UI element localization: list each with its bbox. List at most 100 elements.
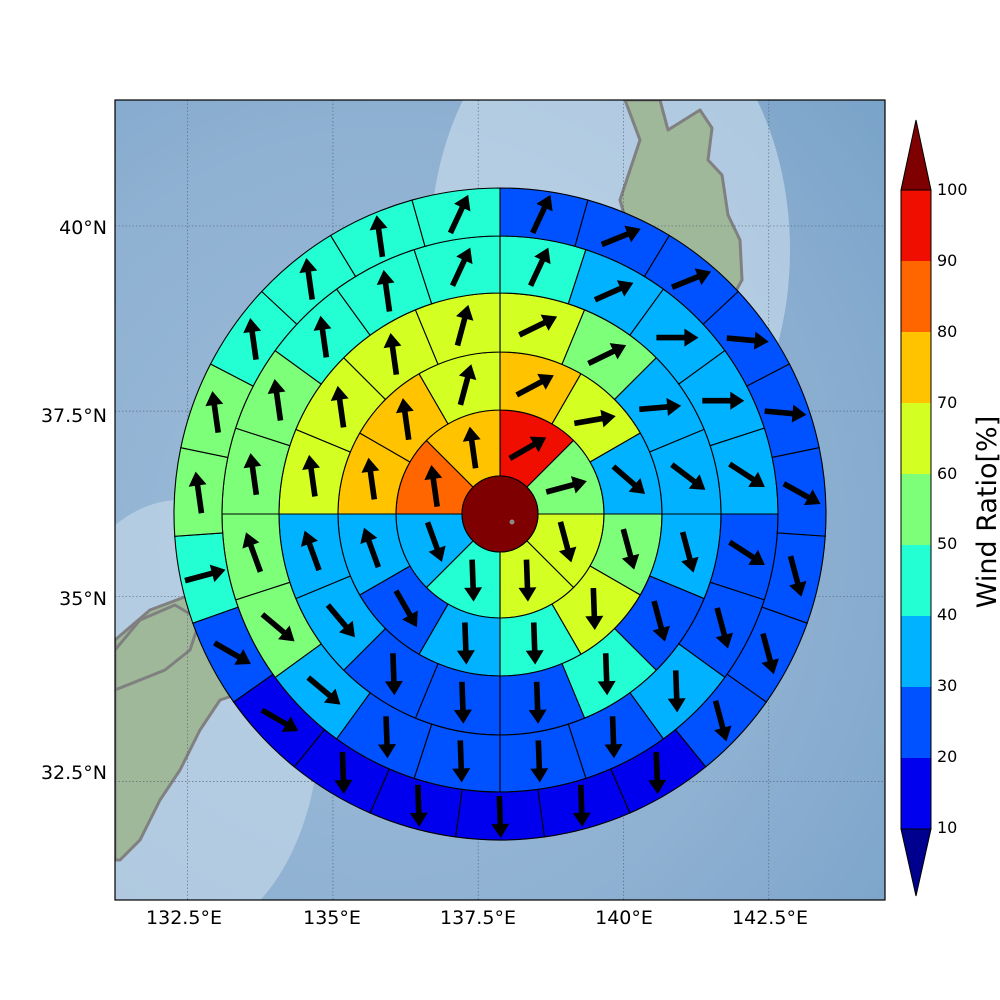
wind-arrow bbox=[447, 194, 471, 235]
colorbar bbox=[900, 119, 932, 897]
wind-arrow bbox=[325, 603, 355, 638]
wind-arrow bbox=[452, 740, 471, 783]
x-tick-label: 137.5°E bbox=[440, 907, 516, 929]
colorbar-tick-label: 50 bbox=[937, 534, 957, 553]
wind-arrow bbox=[306, 675, 341, 705]
wind-arrow bbox=[409, 784, 428, 827]
y-axis: 40°N 37.5°N 35°N 32.5°N bbox=[41, 217, 107, 784]
wind-arrow bbox=[714, 607, 734, 649]
colorbar-tick-label: 10 bbox=[937, 818, 957, 837]
colorbar-tick-label: 60 bbox=[937, 464, 957, 483]
wind-sectors bbox=[173, 187, 827, 841]
colorbar-bin bbox=[901, 332, 931, 403]
wind-arrow bbox=[242, 532, 264, 573]
x-tick-label: 142.5°E bbox=[732, 907, 808, 929]
x-tick-label: 140°E bbox=[595, 907, 653, 929]
colorbar-bin bbox=[901, 190, 931, 261]
wind-arrow bbox=[597, 653, 616, 696]
wind-arrow bbox=[313, 315, 332, 358]
wind-arrow bbox=[593, 280, 634, 303]
colorbar-tick-label: 90 bbox=[937, 251, 957, 270]
y-tick-label: 37.5°N bbox=[41, 405, 107, 427]
wind-arrow bbox=[620, 528, 640, 570]
colorbar-extend-min bbox=[900, 828, 932, 897]
colorbar-tick-label: 30 bbox=[937, 676, 957, 695]
wind-arrow bbox=[651, 600, 670, 642]
wind-arrow bbox=[267, 378, 286, 421]
x-tick-label: 135°E bbox=[303, 907, 361, 929]
wind-arrow bbox=[508, 436, 547, 461]
wind-arrow bbox=[453, 681, 472, 724]
wind-arrow bbox=[378, 716, 397, 759]
colorbar-tick-label: 70 bbox=[937, 393, 957, 412]
wind-arrow bbox=[648, 751, 667, 795]
wind-arrow bbox=[530, 740, 549, 783]
wind-arrow bbox=[184, 564, 226, 584]
wind-arrow bbox=[726, 331, 769, 350]
wind-arrow bbox=[585, 587, 604, 631]
wind-arrow bbox=[639, 397, 682, 416]
wind-arrow bbox=[395, 398, 414, 441]
colorbar-frame bbox=[900, 189, 932, 830]
wind-arrow bbox=[528, 247, 551, 287]
wind-arrow bbox=[712, 700, 732, 742]
wind-arrow bbox=[302, 454, 320, 497]
wind-arrows bbox=[184, 194, 821, 838]
y-tick-label: 40°N bbox=[59, 217, 107, 239]
colorbar-bin bbox=[901, 616, 931, 687]
wind-arrow bbox=[454, 304, 474, 347]
colorbar-bin bbox=[901, 687, 931, 758]
wind-arrow bbox=[670, 268, 711, 290]
wind-arrow bbox=[518, 314, 558, 338]
wind-arrow bbox=[782, 481, 821, 506]
colorbar-tick-label: 100 bbox=[937, 180, 968, 199]
wind-arrow bbox=[330, 385, 349, 428]
colorbar-tick-label: 80 bbox=[937, 322, 957, 341]
colorbar-bin bbox=[901, 261, 931, 332]
colorbar-bin bbox=[901, 474, 931, 545]
wind-arrow bbox=[260, 612, 295, 642]
wind-arrow bbox=[456, 622, 475, 665]
wind-arrow bbox=[376, 269, 395, 312]
wind-arrow bbox=[515, 373, 554, 398]
center-sector bbox=[461, 475, 539, 553]
wind-arrow bbox=[656, 328, 699, 347]
wind-arrow bbox=[243, 318, 262, 361]
x-tick-label: 132.5°E bbox=[146, 907, 222, 929]
wind-arrow bbox=[299, 257, 318, 300]
wind-arrow bbox=[573, 409, 616, 428]
wind-arrow bbox=[383, 332, 402, 375]
wind-arrow bbox=[457, 364, 477, 406]
wind-arrow bbox=[611, 464, 646, 495]
wind-arrow bbox=[557, 521, 577, 563]
wind-arrow bbox=[787, 555, 807, 597]
wind-arrow bbox=[393, 589, 418, 628]
wind-arrow bbox=[528, 681, 547, 724]
colorbar-ticks: 100 90 80 70 60 50 40 30 20 10 bbox=[937, 180, 968, 837]
wind-arrow bbox=[728, 461, 765, 487]
wind-arrow bbox=[424, 521, 446, 562]
wind-arrow bbox=[679, 531, 699, 573]
wind-arrow bbox=[384, 653, 403, 696]
wind-arrow bbox=[518, 559, 537, 602]
wind-arrow bbox=[525, 622, 544, 665]
wind-arrow bbox=[491, 795, 510, 838]
wind-arrow bbox=[449, 247, 473, 287]
colorbar-tick-label: 40 bbox=[937, 605, 957, 624]
wind-arrow bbox=[369, 215, 388, 258]
colorbar-label: Wind Ratio[%] bbox=[972, 416, 1000, 608]
wind-arrow bbox=[530, 194, 553, 235]
wind-arrow bbox=[604, 716, 623, 759]
wind-arrow bbox=[188, 471, 207, 514]
wind-arrow bbox=[334, 751, 353, 795]
wind-arrow bbox=[243, 453, 262, 496]
colorbar-bin bbox=[901, 758, 931, 829]
land-kyushu-west bbox=[115, 603, 202, 692]
wind-arrow bbox=[760, 632, 779, 675]
wind-arrow bbox=[361, 457, 380, 500]
colorbar-bin bbox=[901, 403, 931, 474]
wind-arrow bbox=[464, 559, 483, 602]
colorbar-tick-label: 20 bbox=[937, 747, 957, 766]
wind-arrow bbox=[300, 530, 322, 572]
